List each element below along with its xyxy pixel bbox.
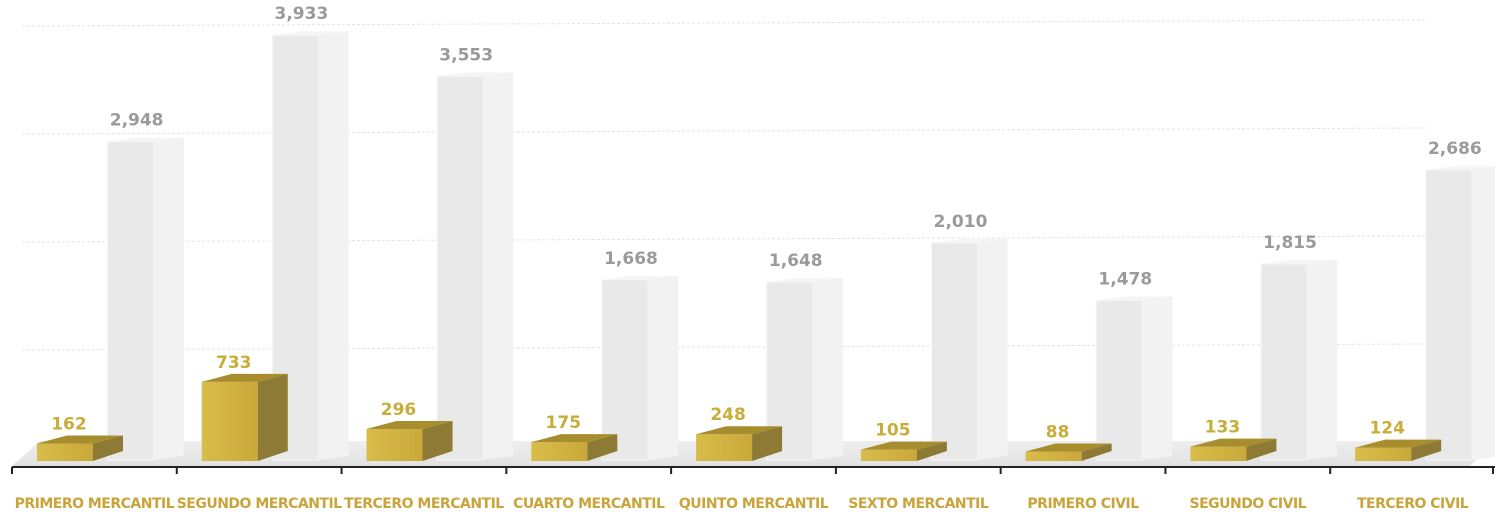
series1-value-label: 248 bbox=[710, 405, 746, 425]
series1-value-label: 175 bbox=[546, 413, 582, 433]
series2-bar-top bbox=[601, 275, 679, 280]
series1-bar-side bbox=[752, 426, 783, 461]
series2-value-label: 1,478 bbox=[1098, 269, 1152, 289]
gridline bbox=[21, 127, 1426, 135]
series1-bar-side bbox=[1411, 439, 1442, 461]
gridline bbox=[21, 19, 1426, 27]
series1-bar-top bbox=[1190, 438, 1277, 447]
series2-bar-side bbox=[648, 275, 679, 460]
series1-bar bbox=[1190, 446, 1247, 461]
bars-layer bbox=[36, 31, 1495, 461]
gridlines bbox=[21, 19, 1426, 351]
series2-bar bbox=[1260, 263, 1308, 461]
category-label: TERCERO MERCANTIL bbox=[344, 496, 504, 512]
series1-value-label: 133 bbox=[1205, 418, 1241, 438]
series1-value-label: 124 bbox=[1369, 419, 1405, 439]
series2-bar-side bbox=[318, 31, 349, 461]
series2-value-label: 2,686 bbox=[1428, 139, 1482, 159]
x-ticks bbox=[11, 467, 1494, 474]
series1-bar-side bbox=[422, 421, 453, 461]
series1-bar-side bbox=[587, 434, 618, 461]
gridline bbox=[21, 343, 1426, 351]
series2-bar bbox=[1425, 169, 1473, 461]
series2-value-label: 2,948 bbox=[110, 111, 164, 131]
series1-bar-top bbox=[1025, 443, 1112, 452]
series2-bar bbox=[1095, 299, 1143, 461]
series2-bar-side bbox=[1471, 166, 1495, 460]
series2-bar-top bbox=[766, 278, 843, 283]
series1-bar-side bbox=[1246, 438, 1277, 461]
category-label: PRIMERO CIVIL bbox=[1027, 496, 1139, 512]
series1-bar-top bbox=[366, 421, 453, 430]
series1-bar bbox=[696, 434, 753, 461]
series2-bar-side bbox=[483, 72, 514, 460]
series1-bar-top bbox=[1355, 439, 1442, 448]
series2-value-label: 1,668 bbox=[604, 249, 658, 269]
category-label: TERCERO CIVIL bbox=[1357, 496, 1469, 512]
series1-bar-side bbox=[1081, 443, 1112, 461]
series2-value-label: 3,933 bbox=[275, 4, 329, 24]
series1-bar-top bbox=[36, 435, 123, 444]
labels-layer: 162 2,948 PRIMERO MERCANTIL 733 3,933 SEGUNDO… bbox=[15, 4, 1482, 512]
series2-bar bbox=[930, 242, 979, 461]
series1-bar bbox=[860, 449, 917, 461]
series1-bar bbox=[366, 429, 423, 461]
series1-bar-top bbox=[696, 426, 783, 435]
series1-bar-side bbox=[257, 373, 288, 461]
series2-bar-top bbox=[1261, 259, 1338, 264]
series1-bar bbox=[201, 381, 258, 461]
series2-bar bbox=[436, 75, 484, 461]
category-label: CUARTO MERCANTIL bbox=[513, 496, 665, 512]
category-label: QUINTO MERCANTIL bbox=[679, 496, 829, 512]
series2-value-label: 1,815 bbox=[1263, 233, 1317, 253]
series2-bar-top bbox=[1425, 165, 1495, 170]
category-label: PRIMERO MERCANTIL bbox=[15, 496, 175, 512]
series2-bar bbox=[601, 279, 649, 461]
series2-value-label: 3,553 bbox=[439, 45, 493, 65]
series2-bar-top bbox=[931, 238, 1008, 243]
series1-value-label: 88 bbox=[1046, 422, 1070, 442]
series2-value-label: 2,010 bbox=[934, 212, 988, 232]
series2-bar-side bbox=[977, 238, 1008, 460]
series1-bar bbox=[531, 442, 588, 461]
series1-value-label: 162 bbox=[51, 415, 87, 435]
series2-bar-side bbox=[812, 278, 843, 460]
series1-bar bbox=[1025, 451, 1082, 461]
series1-bar-top bbox=[531, 434, 618, 443]
series2-bar-top bbox=[272, 31, 349, 36]
series1-bar bbox=[1355, 447, 1412, 461]
series1-bar-top bbox=[201, 373, 288, 382]
category-label: SEGUNDO MERCANTIL bbox=[177, 496, 342, 512]
series1-bar-top bbox=[860, 441, 947, 450]
series2-value-label: 1,648 bbox=[769, 251, 823, 271]
gridline bbox=[21, 235, 1426, 243]
category-label: SEXTO MERCANTIL bbox=[848, 496, 989, 512]
series2-bar-side bbox=[153, 137, 184, 460]
series2-bar-top bbox=[1096, 296, 1173, 301]
series2-bar-side bbox=[1307, 259, 1338, 460]
series1-bar-side bbox=[916, 441, 947, 461]
series2-bar-top bbox=[107, 137, 184, 142]
category-label: SEGUNDO CIVIL bbox=[1190, 496, 1307, 512]
series1-bar-side bbox=[92, 435, 123, 461]
series1-bar bbox=[36, 443, 93, 461]
series1-value-label: 296 bbox=[381, 400, 417, 420]
series2-bar-top bbox=[437, 72, 514, 77]
series1-value-label: 105 bbox=[875, 421, 911, 441]
series1-value-label: 733 bbox=[216, 353, 252, 373]
series2-bar bbox=[107, 141, 155, 461]
series2-bar-side bbox=[1142, 296, 1173, 460]
